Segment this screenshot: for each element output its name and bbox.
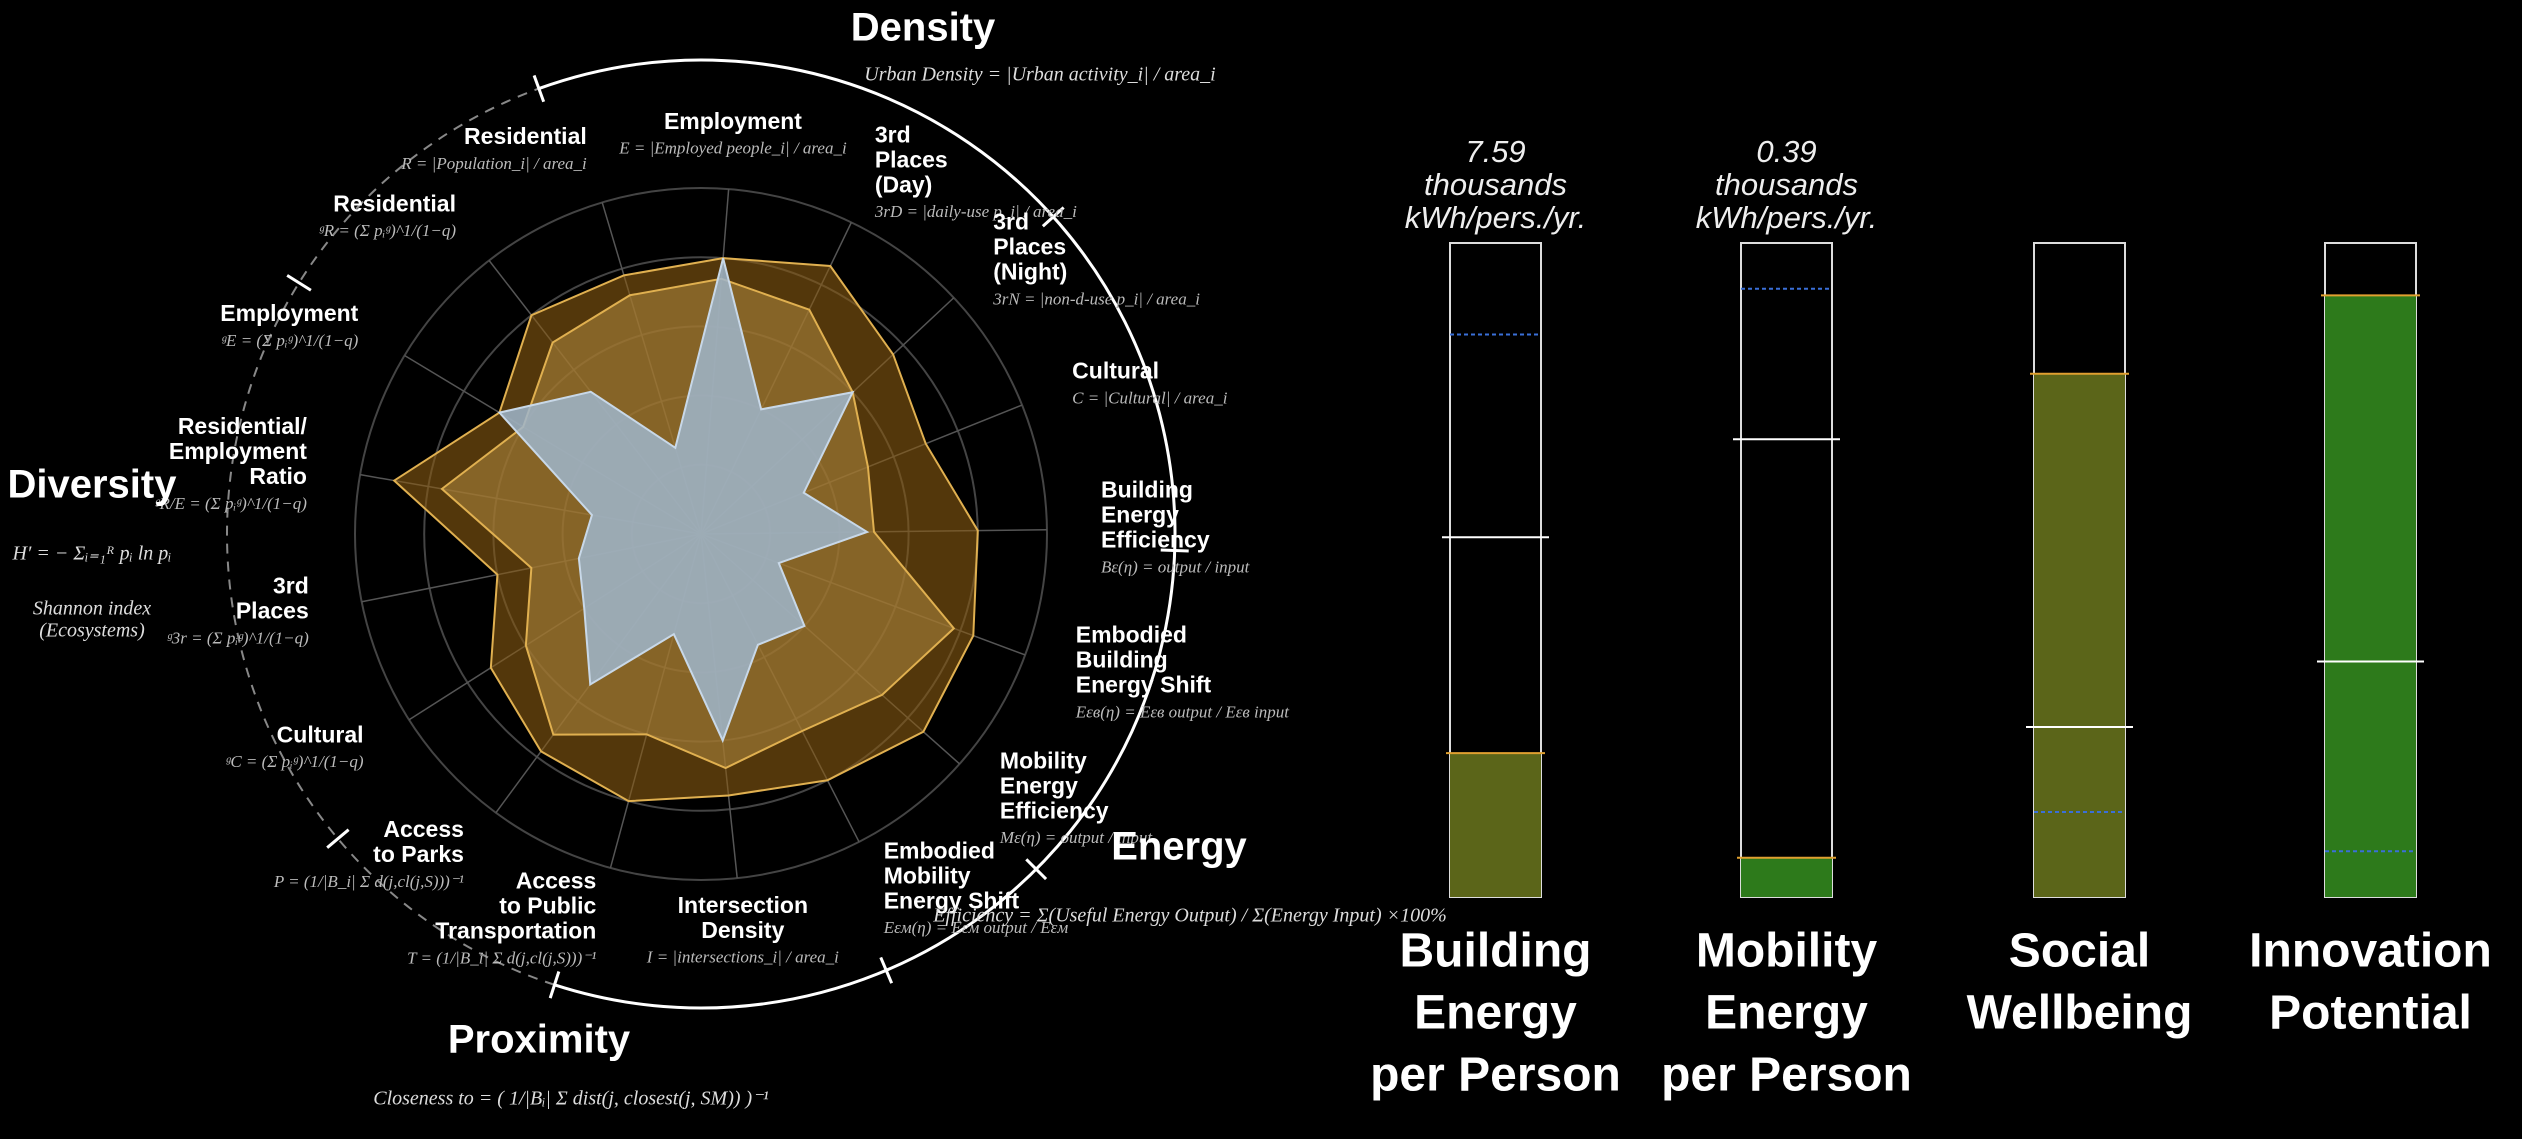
axis-formula: ᵍ3r = (Σ pᵢᵍ)^1/(1−q) (167, 628, 309, 647)
category-label: Energy (1414, 987, 1577, 1040)
value-annotation: thousands (1424, 167, 1567, 202)
axis-label: 3rd (875, 121, 911, 147)
axis-label: Mobility (884, 862, 971, 888)
category-label: Mobility (1696, 925, 1878, 978)
axis-label: Efficiency (1000, 797, 1109, 823)
axis-label: Intersection (678, 892, 808, 918)
axis-label: Residential (464, 123, 587, 149)
axis-formula: ᵍE = (Σ pᵢᵍ)^1/(1−q) (221, 331, 358, 350)
axis-label: 3rd (993, 208, 1029, 234)
bar (2325, 295, 2416, 897)
section-note: (Ecosystems) (39, 620, 145, 642)
category-label: Wellbeing (1967, 987, 2193, 1040)
axis-label: to Parks (373, 841, 464, 867)
axis-label: Density (701, 917, 784, 943)
radar-area (497, 257, 870, 744)
section-formula: Efficiency = Σ(Useful Energy Output) / Σ… (932, 905, 1447, 927)
axis-formula: R = |Population_i| / area_i (400, 154, 587, 173)
axis-label: Residential (333, 190, 456, 216)
category-label: per Person (1370, 1049, 1621, 1102)
section-note: Shannon index (33, 598, 151, 620)
category-label: Potential (2269, 987, 2472, 1040)
bar (1741, 857, 1832, 897)
section-title: Energy (1111, 825, 1247, 869)
section-title: Proximity (448, 1018, 631, 1062)
ring-tick (548, 971, 561, 999)
axis-label: (Night) (993, 258, 1067, 284)
axis-formula: E = |Employed people_i| / area_i (618, 139, 847, 158)
value-annotation: 0.39 (1756, 134, 1816, 169)
axis-formula: 3rD = |daily-use p_i| / area_i (874, 202, 1077, 221)
axis-formula: C = |Cultural| / area_i (1072, 388, 1228, 407)
axis-formula: T = (1/|B_i| Σ d(j,cl(j,S)))⁻¹ (407, 948, 596, 967)
axis-label: Cultural (1072, 357, 1159, 383)
ring-tick (879, 956, 894, 984)
ring-tick (532, 74, 546, 103)
axis-formula: I = |intersections_i| / area_i (646, 948, 839, 967)
value-annotation: 7.59 (1465, 134, 1525, 169)
category-label: per Person (1661, 1049, 1912, 1102)
outer-ring (538, 58, 1177, 1010)
axis-label: Energy (1101, 502, 1179, 528)
section-title: Density (851, 6, 996, 50)
axis-formula: Eεв(η) = Eεв output / Eεв input (1075, 702, 1291, 721)
section-formula: Urban Density = |Urban activity_i| / are… (864, 64, 1215, 86)
axis-label: Residential/ (178, 413, 308, 439)
section-title: Diversity (8, 463, 178, 507)
axis-label: Employment (664, 108, 802, 134)
axis-label: Embodied (884, 837, 995, 863)
axis-label: Places (993, 233, 1066, 259)
axis-label: Building (1101, 477, 1193, 503)
ring-tick (286, 274, 312, 292)
axis-label: Cultural (277, 721, 364, 747)
value-annotation: kWh/pers./yr. (1696, 200, 1877, 235)
axis-label: Ratio (249, 463, 307, 489)
axis-label: Energy Shift (1076, 671, 1212, 697)
axis-label: (Day) (875, 171, 933, 197)
section-formula: H′ = − Σᵢ₌₁ᴿ pᵢ ln pᵢ (12, 543, 172, 565)
axis-formula: ᵍC = (Σ pᵢᵍ)^1/(1−q) (225, 752, 363, 771)
category-label: Energy (1705, 987, 1868, 1040)
category-label: Building (1400, 925, 1592, 978)
axis-label: Employment (169, 438, 307, 464)
ring-tick (1160, 548, 1189, 553)
grid-ring (354, 187, 1048, 881)
axis-label: 3rd (273, 572, 309, 598)
axis-label: Energy (1000, 772, 1078, 798)
bar (2034, 373, 2125, 897)
axis-label: Transportation (435, 918, 596, 944)
value-annotation: thousands (1715, 167, 1858, 202)
axis-label: Embodied (1076, 621, 1187, 647)
axis-formula: P = (1/|B_i| Σ d(j,cl(j,S)))⁻¹ (273, 872, 464, 891)
bar (1450, 753, 1541, 897)
category-label: Social (2009, 925, 2150, 978)
axis-formula: Mε(η) = output / input (999, 828, 1153, 847)
section-formula: Closeness to = ( 1/|Bᵢ| Σ dist(j, closes… (373, 1088, 769, 1110)
gauge-frame (1740, 242, 1833, 898)
axis-label: Efficiency (1101, 527, 1210, 553)
axis-label: Places (875, 146, 948, 172)
axis-formula: Bε(η) = output / input (1101, 557, 1251, 576)
axis-label: Access (383, 816, 464, 842)
ring-tick (1041, 206, 1065, 228)
ring-tick (326, 828, 350, 849)
value-annotation: kWh/pers./yr. (1405, 200, 1586, 235)
outer-ring-dashed (226, 87, 555, 986)
axis-formula: Eεм(η) = Eεм output / Eεм (883, 918, 1069, 937)
axis-label: Mobility (1000, 747, 1087, 773)
category-label: Innovation (2249, 925, 2492, 978)
ring-tick (1025, 858, 1048, 881)
axis-formula: ᵍR/E = (Σ pᵢᵍ)^1/(1−q) (155, 494, 308, 513)
axis-label: to Public (499, 893, 596, 919)
axis-label: Access (516, 868, 597, 894)
axis-formula: ᵍR = (Σ pᵢᵍ)^1/(1−q) (319, 221, 456, 240)
axis-label: Building (1076, 646, 1168, 672)
axis-label: Energy Shift (884, 887, 1020, 913)
axis-label: Employment (220, 300, 358, 326)
axis-formula: 3rN = |non-d-use p_i| / area_i (992, 289, 1200, 308)
axis-label: Places (236, 597, 309, 623)
